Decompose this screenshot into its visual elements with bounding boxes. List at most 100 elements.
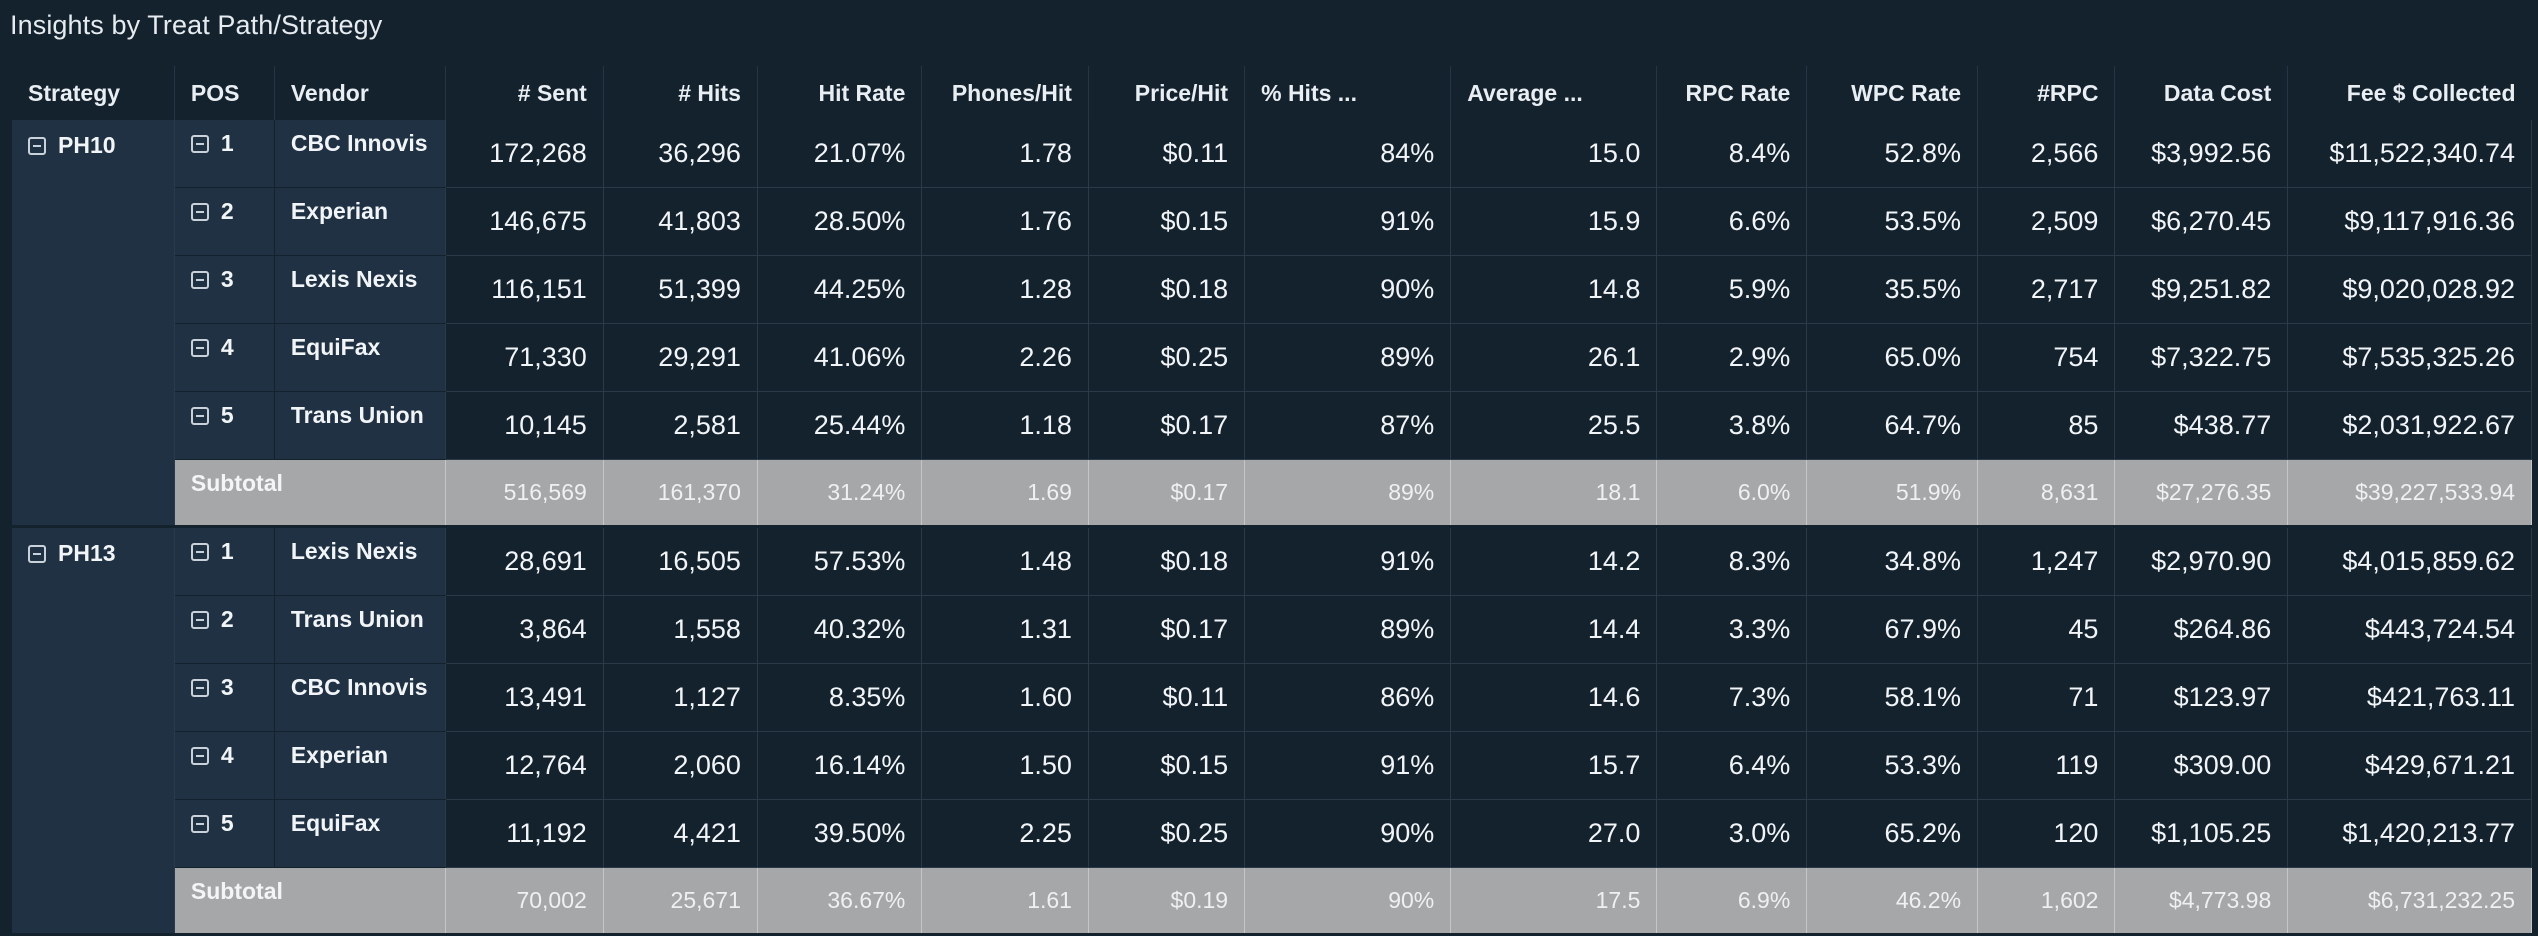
cell-hits: 1,558	[603, 595, 758, 664]
col-header-num-rpc[interactable]: #RPC	[1977, 66, 2116, 120]
pos-cell: 2	[174, 595, 275, 664]
table-row: 3 Lexis Nexis 116,151 51,399 44.25% 1.28 $0.18…	[12, 255, 2532, 324]
table-row: 5 Trans Union 10,145 2,581 25.44% 1.18 $0.17 87…	[12, 391, 2532, 460]
pos-cell: 4	[174, 323, 275, 392]
table-row: 4 EquiFax 71,330 29,291 41.06% 2.26 $0.25 89% 26…	[12, 323, 2532, 392]
strategy-cell: PH10	[12, 120, 175, 528]
col-header-pos[interactable]: POS	[174, 66, 275, 120]
collapse-icon[interactable]	[190, 610, 209, 629]
col-header-rpc-rate[interactable]: RPC Rate	[1656, 66, 1808, 120]
col-header-wpc-rate[interactable]: WPC Rate	[1806, 66, 1979, 120]
col-header-sent[interactable]: # Sent	[445, 66, 604, 120]
cell-rpc-rate: 3.0%	[1656, 799, 1808, 868]
col-header-price-hit[interactable]: Price/Hit	[1088, 66, 1246, 120]
strategy-cell: PH13	[12, 526, 175, 936]
pos-label: 1	[220, 130, 234, 156]
pos-label: 2	[220, 198, 234, 224]
cell-num-rpc: 2,509	[1977, 187, 2116, 256]
col-header-strategy[interactable]: Strategy	[12, 66, 175, 120]
cell-fee-collected: $429,671.21	[2287, 731, 2532, 800]
cell-phones-hit: 1.48	[921, 526, 1089, 596]
cell-num-rpc: 119	[1977, 731, 2116, 800]
col-header-average[interactable]: Average ...	[1450, 66, 1658, 120]
subtotal-row: Subtotal 70,002 25,671 36.67% 1.61 $0.19 90% 17…	[12, 867, 2532, 936]
cell-fee-collected: $2,031,922.67	[2287, 391, 2532, 460]
subtotal-cell-hits: 25,671	[603, 867, 758, 936]
cell-data-cost: $2,970.90	[2114, 526, 2289, 596]
cell-wpc-rate: 52.8%	[1806, 120, 1979, 188]
cell-pct-hits: 90%	[1244, 255, 1452, 324]
collapse-icon[interactable]	[190, 678, 209, 697]
vendor-cell: Trans Union	[274, 595, 446, 664]
cell-hits: 29,291	[603, 323, 758, 392]
cell-hit-rate: 44.25%	[757, 255, 923, 324]
cell-num-rpc: 45	[1977, 595, 2116, 664]
cell-sent: 172,268	[445, 120, 604, 188]
collapse-icon[interactable]	[190, 746, 209, 765]
cell-fee-collected: $7,535,325.26	[2287, 323, 2532, 392]
cell-average: 15.9	[1450, 187, 1658, 256]
collapse-icon[interactable]	[190, 406, 209, 425]
cell-sent: 10,145	[445, 391, 604, 460]
vendor-cell: Experian	[274, 187, 446, 256]
cell-phones-hit: 2.25	[921, 799, 1089, 868]
cell-wpc-rate: 53.5%	[1806, 187, 1979, 256]
subtotal-label: Subtotal	[174, 459, 446, 528]
collapse-icon[interactable]	[190, 202, 209, 221]
pos-cell: 1	[174, 526, 275, 596]
cell-hits: 36,296	[603, 120, 758, 188]
collapse-icon[interactable]	[190, 270, 209, 289]
cell-rpc-rate: 8.4%	[1656, 120, 1808, 188]
cell-rpc-rate: 3.8%	[1656, 391, 1808, 460]
pos-cell: 4	[174, 731, 275, 800]
cell-price-hit: $0.25	[1088, 799, 1246, 868]
cell-average: 15.0	[1450, 120, 1658, 188]
col-header-hit-rate[interactable]: Hit Rate	[757, 66, 923, 120]
cell-sent: 12,764	[445, 731, 604, 800]
collapse-icon[interactable]	[28, 544, 46, 563]
col-header-data-cost[interactable]: Data Cost	[2114, 66, 2289, 120]
pos-label: 1	[220, 538, 234, 564]
collapse-icon[interactable]	[190, 338, 209, 357]
collapse-icon[interactable]	[190, 542, 209, 561]
vendor-cell: Lexis Nexis	[274, 255, 446, 324]
cell-data-cost: $3,992.56	[2114, 120, 2289, 188]
col-header-phones-hit[interactable]: Phones/Hit	[921, 66, 1089, 120]
subtotal-row: Subtotal 516,569 161,370 31.24% 1.69 $0.17 89%…	[12, 459, 2532, 528]
cell-phones-hit: 2.26	[921, 323, 1089, 392]
cell-average: 14.6	[1450, 663, 1658, 732]
col-header-hits[interactable]: # Hits	[603, 66, 758, 120]
subtotal-cell-sent: 70,002	[445, 867, 604, 936]
table-row: PH13 1 Lexis Nexis 28,691 16,505 57.53% 1.48 $0…	[12, 526, 2532, 936]
vendor-cell: EquiFax	[274, 799, 446, 868]
cell-sent: 11,192	[445, 799, 604, 868]
cell-sent: 28,691	[445, 526, 604, 596]
collapse-icon[interactable]	[190, 134, 209, 153]
pos-label: 4	[220, 334, 234, 360]
vendor-cell: EquiFax	[274, 323, 446, 392]
col-header-vendor[interactable]: Vendor	[274, 66, 446, 120]
subtotal-cell-phones-hit: 1.61	[921, 867, 1089, 936]
subtotal-cell-pct-hits: 89%	[1244, 459, 1452, 528]
cell-rpc-rate: 3.3%	[1656, 595, 1808, 664]
cell-fee-collected: $1,420,213.77	[2287, 799, 2532, 868]
cell-sent: 13,491	[445, 663, 604, 732]
subtotal-cell-rpc-rate: 6.0%	[1656, 459, 1808, 528]
subtotal-cell-data-cost: $4,773.98	[2114, 867, 2289, 936]
subtotal-cell-num-rpc: 1,602	[1977, 867, 2116, 936]
col-header-pct-hits[interactable]: % Hits ...	[1244, 66, 1452, 120]
cell-hits: 2,060	[603, 731, 758, 800]
cell-pct-hits: 91%	[1244, 526, 1452, 596]
cell-hit-rate: 16.14%	[757, 731, 923, 800]
table-row: PH10 1 CBC Innovis 172,268 36,296 21.07% 1.78 $…	[12, 120, 2532, 528]
subtotal-cell-phones-hit: 1.69	[921, 459, 1089, 528]
collapse-icon[interactable]	[28, 136, 46, 155]
cell-fee-collected: $9,020,028.92	[2287, 255, 2532, 324]
subtotal-cell-sent: 516,569	[445, 459, 604, 528]
cell-pct-hits: 91%	[1244, 731, 1452, 800]
cell-data-cost: $309.00	[2114, 731, 2289, 800]
cell-phones-hit: 1.31	[921, 595, 1089, 664]
cell-hits: 2,581	[603, 391, 758, 460]
cell-data-cost: $7,322.75	[2114, 323, 2289, 392]
col-header-fee-collected[interactable]: Fee $ Collected	[2287, 66, 2532, 120]
